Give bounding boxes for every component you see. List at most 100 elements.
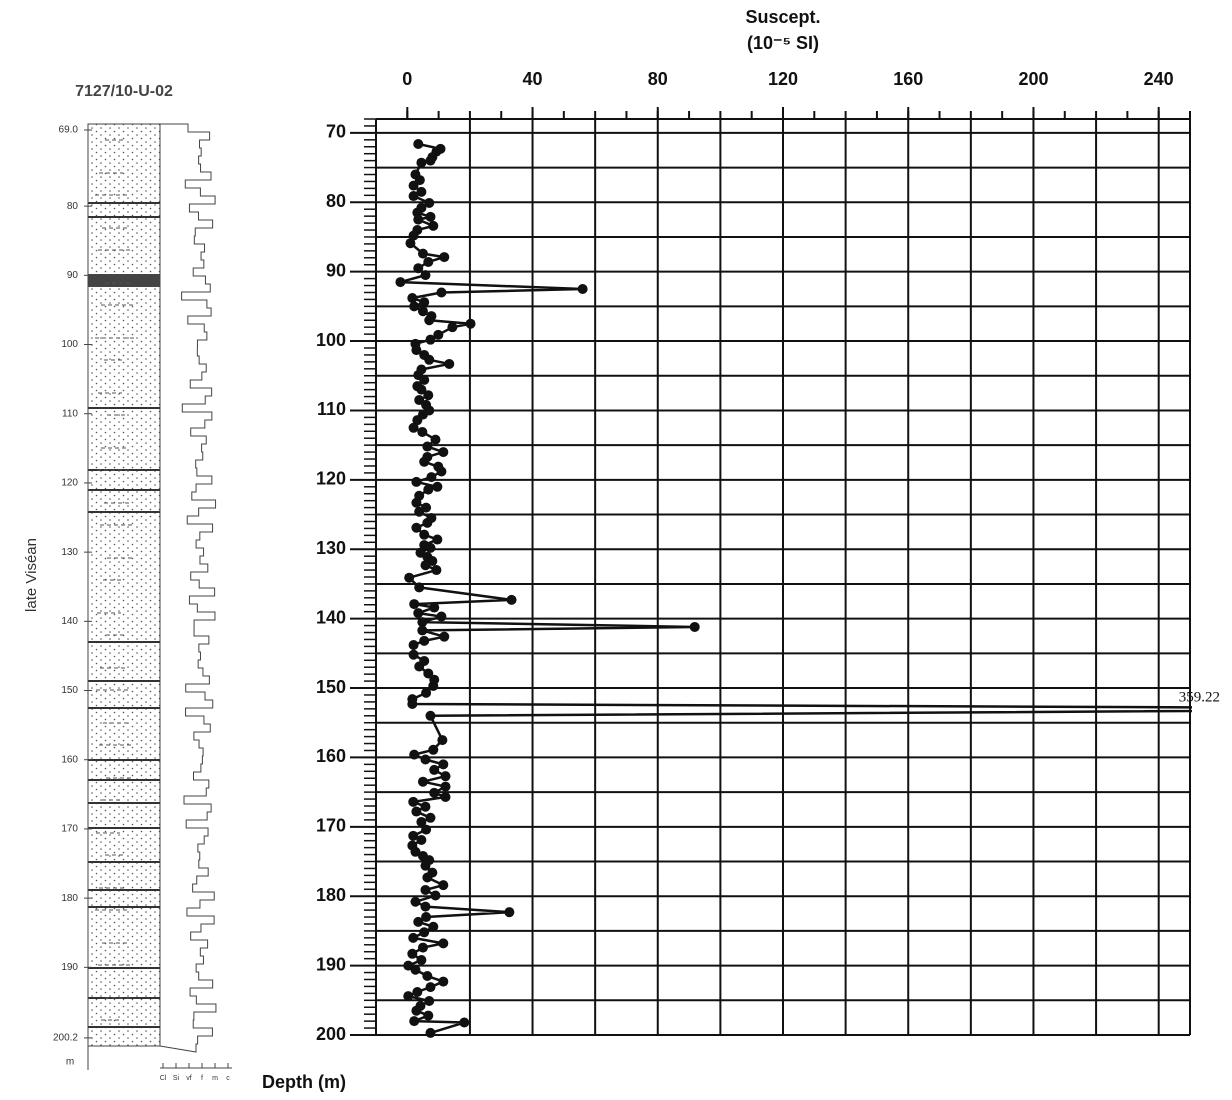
data-point [423, 390, 434, 401]
data-point [410, 846, 421, 857]
y-tick-label: 90 [326, 260, 346, 280]
data-point [440, 791, 451, 802]
grain-size-label: m [212, 1075, 218, 1082]
data-point [421, 824, 432, 835]
y-tick-label: 130 [316, 538, 346, 558]
data-point [416, 835, 427, 846]
log-unit: m [66, 1057, 74, 1068]
grain-size-label: c [226, 1075, 230, 1082]
data-point [425, 710, 436, 721]
x-tick-label: 40 [523, 69, 543, 89]
data-point [423, 668, 434, 679]
data-point [439, 631, 450, 642]
log-depth-label: 140 [61, 616, 78, 627]
data-point [409, 1016, 420, 1027]
data-point [403, 991, 414, 1002]
data-point [411, 345, 422, 356]
data-point [408, 796, 419, 807]
grain-size-label: f [201, 1075, 203, 1082]
data-point [395, 277, 406, 288]
data-point [419, 635, 430, 646]
data-point [444, 358, 455, 369]
data-point [428, 680, 439, 691]
data-point [420, 860, 431, 871]
data-point [433, 329, 444, 340]
x-tick-label: 80 [648, 69, 668, 89]
data-point [419, 927, 430, 938]
data-point [437, 735, 448, 746]
data-point [416, 816, 427, 827]
data-point [407, 948, 418, 959]
data-point [414, 506, 425, 517]
y-tick-label: 120 [316, 469, 346, 489]
data-point [577, 284, 588, 295]
data-point [425, 982, 436, 993]
data-point [423, 1010, 434, 1021]
y-tick-label: 110 [317, 399, 346, 419]
data-point [417, 625, 428, 636]
data-point [425, 1027, 436, 1038]
data-point [422, 971, 433, 982]
y-tick-label: 150 [316, 677, 346, 697]
data-point [506, 594, 517, 605]
x-tick-label: 120 [768, 69, 798, 89]
data-point [411, 806, 422, 817]
data-point [411, 1005, 422, 1016]
grain-profile [159, 123, 217, 1053]
data-point [411, 497, 422, 508]
data-point [459, 1017, 470, 1028]
data-point [417, 617, 428, 628]
data-line [399, 142, 1192, 1035]
data-point [412, 986, 423, 997]
data-point [436, 287, 447, 298]
coal-band [88, 274, 160, 287]
data-point [417, 248, 428, 259]
data-point [409, 301, 420, 312]
data-point [440, 781, 451, 792]
data-point [409, 749, 420, 760]
log-depth-label: 160 [61, 754, 78, 765]
x-axis-title: (10⁻⁵ SI) [747, 33, 819, 53]
data-point [426, 472, 437, 483]
log-depth-label: 130 [61, 547, 78, 558]
x-axis-title: Suscept. [745, 7, 820, 27]
data-point [408, 649, 419, 660]
y-tick-label: 190 [316, 954, 346, 974]
data-point [465, 318, 476, 329]
data-point [423, 256, 434, 267]
data-point [408, 830, 419, 841]
data-point [430, 890, 441, 901]
data-point [414, 661, 425, 672]
data-point [408, 180, 419, 191]
data-point [413, 608, 424, 619]
data-point [412, 415, 423, 426]
data-point [420, 270, 431, 281]
data-point [422, 517, 433, 528]
data-point [421, 912, 432, 923]
log-depth-label: 110 [62, 408, 78, 419]
y-axis-title: Depth (m) [262, 1072, 346, 1092]
data-point [405, 238, 416, 249]
data-point [424, 354, 435, 365]
data-point [414, 582, 425, 593]
data-point [410, 896, 421, 907]
data-point [438, 759, 449, 770]
data-point [436, 611, 447, 622]
data-point [417, 426, 428, 437]
data-point [409, 599, 420, 610]
data-point [417, 776, 428, 787]
data-point [407, 293, 418, 304]
y-tick-label: 70 [326, 122, 346, 142]
data-point [440, 771, 451, 782]
log-depth-label: 200.2 [53, 1033, 78, 1044]
data-point [424, 197, 435, 208]
data-point [411, 476, 422, 487]
strat-log: 69.0 80 90 100 110 120 130 140 150 160 170 180 190 20… [53, 123, 232, 1082]
log-depth-label: 69.0 [59, 125, 79, 136]
data-point [413, 263, 424, 274]
y-tick-label: 200 [316, 1024, 346, 1044]
data-point [428, 744, 439, 755]
data-point [417, 942, 428, 953]
